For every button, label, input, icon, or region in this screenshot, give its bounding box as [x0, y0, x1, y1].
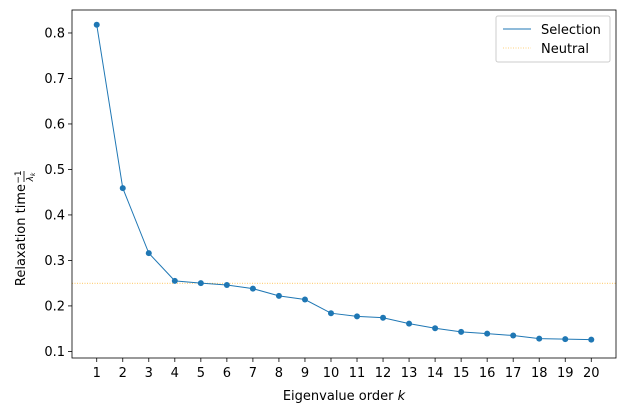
x-tick-label: 15: [453, 366, 470, 381]
x-tick-label: 14: [427, 366, 444, 381]
x-tick-label: 13: [401, 366, 418, 381]
y-tick-label: 0.4: [44, 208, 65, 223]
x-tick-label: 11: [349, 366, 366, 381]
x-tick-label: 6: [223, 366, 231, 381]
y-tick-label: 0.7: [44, 72, 65, 87]
x-tick-label: 17: [505, 366, 522, 381]
legend-selection-label: Selection: [541, 23, 601, 38]
y-tick-label: 0.1: [44, 345, 65, 360]
y-tick-label: 0.3: [44, 254, 65, 269]
selection-point: [536, 335, 543, 342]
x-tick-label: 9: [301, 366, 309, 381]
y-tick-label: 0.6: [44, 117, 65, 132]
selection-point: [197, 280, 204, 287]
x-tick-label: 5: [197, 366, 205, 381]
selection-point: [406, 320, 413, 327]
x-tick-label: 10: [323, 366, 340, 381]
legend-box: [495, 15, 611, 63]
x-tick-label: 1: [93, 366, 101, 381]
selection-point: [119, 185, 126, 192]
selection-point: [93, 21, 100, 28]
plot-frame: [71, 9, 617, 359]
selection-line: [96, 24, 592, 341]
selection-point: [249, 285, 256, 292]
selection-point: [510, 332, 517, 339]
y-tick-label: 0.2: [44, 299, 65, 314]
selection-point: [354, 313, 361, 320]
x-axis-label: Eigenvalue order k: [283, 389, 406, 404]
y-tick-label: 0.5: [44, 163, 65, 178]
selection-point: [275, 292, 282, 299]
legend: Selection Neutral: [495, 15, 611, 63]
x-tick-label: 2: [119, 366, 127, 381]
selection-point: [145, 250, 152, 257]
x-tick-label: 12: [375, 366, 392, 381]
x-tick-label: 18: [531, 366, 548, 381]
x-tick-label: 8: [275, 366, 283, 381]
selection-point: [562, 336, 569, 343]
x-tick-label: 7: [249, 366, 257, 381]
selection-point: [432, 325, 439, 332]
x-tick-label: 16: [479, 366, 496, 381]
selection-point: [327, 310, 334, 317]
selection-point: [223, 281, 230, 288]
plot-area: [72, 10, 616, 358]
x-tick-label: 3: [145, 366, 153, 381]
selection-point: [171, 277, 178, 284]
y-axis-label: Relaxation time −1 λk: [14, 170, 37, 286]
selection-point: [484, 330, 491, 337]
svg-text:λk: λk: [26, 172, 37, 182]
svg-text:Relaxation time: Relaxation time: [14, 184, 29, 286]
selection-point: [380, 314, 387, 321]
y-axis-ticks: 0.1 0.2 0.3 0.4 0.5 0.6 0.7 0.8: [44, 26, 72, 360]
selection-point: [301, 296, 308, 303]
x-tick-label: 20: [583, 366, 600, 381]
x-tick-label: 4: [171, 366, 179, 381]
selection-point: [458, 328, 465, 335]
selection-point: [588, 336, 595, 343]
y-tick-label: 0.8: [44, 26, 65, 41]
selection-series: [93, 21, 595, 343]
svg-text:−1: −1: [14, 170, 24, 183]
legend-neutral-label: Neutral: [541, 42, 589, 57]
x-axis-ticks: 1 2 3 4 5 6 7 8 9 10 11 12 13 14 15 16 17 18 19 20: [93, 358, 600, 381]
x-tick-label: 19: [557, 366, 574, 381]
